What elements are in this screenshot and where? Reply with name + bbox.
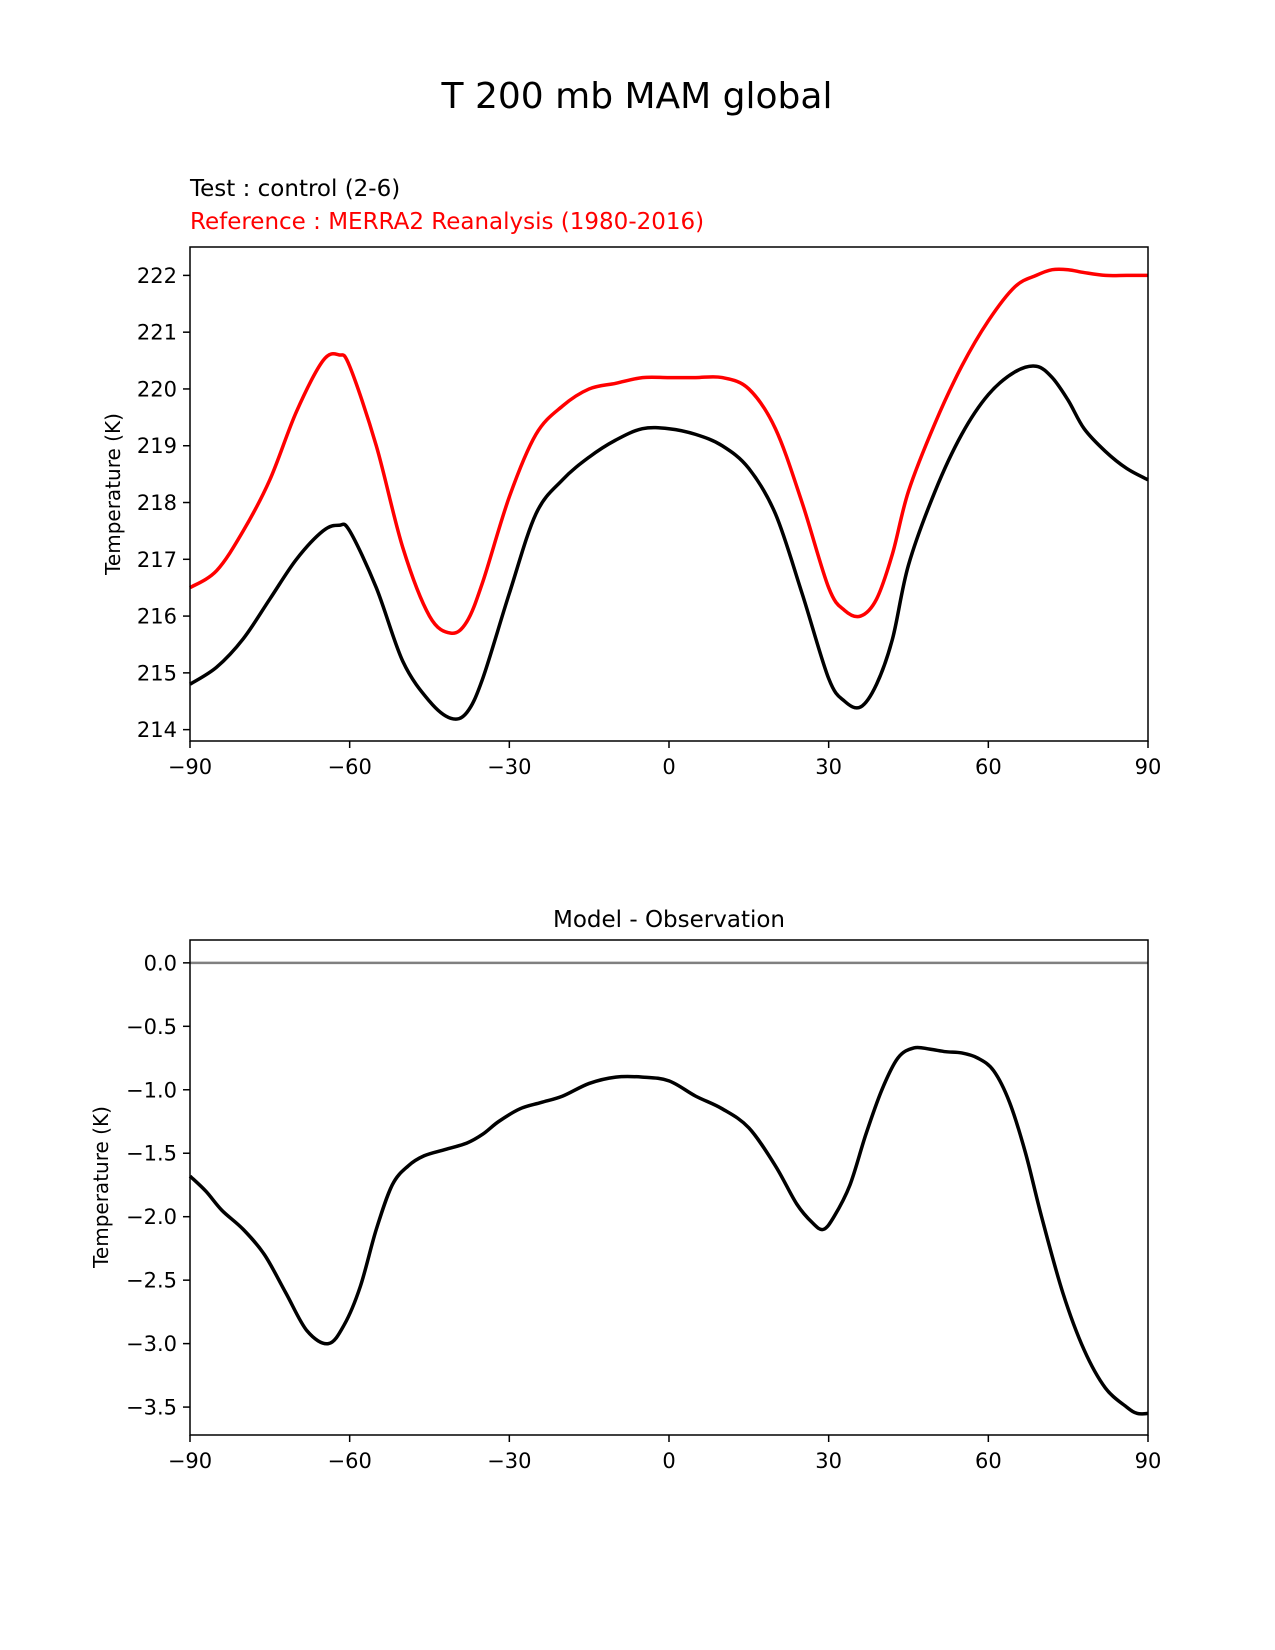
y-tick-label: 214 xyxy=(137,718,177,742)
x-tick-label: 60 xyxy=(975,1449,1002,1473)
x-tick-label: −90 xyxy=(168,1449,212,1473)
x-tick-label: 90 xyxy=(1135,755,1162,779)
top-y-axis-label: Temperature (K) xyxy=(101,413,125,576)
bottom-y-axis-label: Temperature (K) xyxy=(89,1106,113,1269)
y-tick-label: 218 xyxy=(137,491,177,515)
x-tick-label: −60 xyxy=(328,1449,372,1473)
y-tick-label: 0.0 xyxy=(144,951,177,975)
y-tick-label: 217 xyxy=(137,548,177,572)
y-tick-label: 221 xyxy=(137,321,177,345)
bottom-panel-title: Model - Observation xyxy=(553,907,785,933)
y-tick-label: 219 xyxy=(137,434,177,458)
test-series-line xyxy=(189,364,1149,721)
reference-subtitle: Reference : MERRA2 Reanalysis (1980-2016… xyxy=(190,209,704,235)
y-tick-label: −2.0 xyxy=(126,1205,177,1229)
x-tick-label: −30 xyxy=(487,755,531,779)
y-tick-label: −0.5 xyxy=(126,1015,177,1039)
x-tick-label: 30 xyxy=(815,1449,842,1473)
y-tick-label: −1.5 xyxy=(126,1142,177,1166)
x-tick-label: 30 xyxy=(815,755,842,779)
bottom-panel: Model - Observation −90 −60 −30 0 30 60 90 0.0… xyxy=(89,907,1161,1473)
figure-title: T 200 mb MAM global xyxy=(441,76,833,117)
test-subtitle: Test : control (2-6) xyxy=(189,176,400,202)
top-panel: Test : control (2-6) Reference : MERRA2 … xyxy=(101,176,1161,779)
reference-series-line xyxy=(189,267,1148,635)
y-tick-label: 222 xyxy=(137,264,177,288)
x-tick-label: 60 xyxy=(975,755,1002,779)
y-tick-label: 220 xyxy=(137,377,177,401)
y-tick-label: 215 xyxy=(137,661,177,685)
y-tick-label: −3.5 xyxy=(126,1396,177,1420)
y-tick-label: −1.0 xyxy=(126,1078,177,1102)
y-tick-label: 216 xyxy=(137,605,177,629)
difference-series-line xyxy=(188,1045,1149,1416)
x-tick-label: 90 xyxy=(1135,1449,1162,1473)
x-tick-label: 0 xyxy=(662,1449,675,1473)
x-tick-label: −30 xyxy=(487,1449,531,1473)
x-tick-label: −90 xyxy=(168,755,212,779)
x-tick-label: −60 xyxy=(328,755,372,779)
y-tick-label: −3.0 xyxy=(126,1332,177,1356)
x-tick-label: 0 xyxy=(662,755,675,779)
y-tick-label: −2.5 xyxy=(126,1269,177,1293)
